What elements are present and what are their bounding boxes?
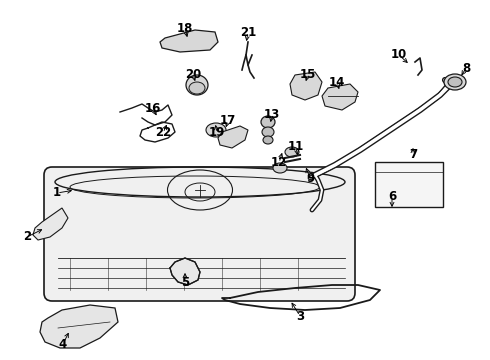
Text: 17: 17: [220, 114, 236, 127]
Text: 5: 5: [181, 276, 189, 289]
Text: 2: 2: [23, 230, 31, 243]
Polygon shape: [218, 126, 248, 148]
Text: 4: 4: [59, 338, 67, 351]
Text: 11: 11: [288, 140, 304, 153]
Ellipse shape: [189, 82, 205, 94]
Text: 16: 16: [145, 103, 161, 116]
FancyBboxPatch shape: [44, 167, 355, 301]
Text: 6: 6: [388, 190, 396, 203]
Polygon shape: [290, 72, 322, 100]
Text: 7: 7: [409, 148, 417, 162]
Ellipse shape: [448, 77, 462, 87]
Polygon shape: [33, 208, 68, 240]
Polygon shape: [160, 30, 218, 52]
Ellipse shape: [206, 123, 226, 137]
Polygon shape: [40, 305, 118, 348]
Ellipse shape: [263, 136, 273, 144]
Ellipse shape: [261, 116, 275, 128]
Text: 13: 13: [264, 108, 280, 122]
Polygon shape: [322, 84, 358, 110]
Text: 22: 22: [155, 126, 171, 139]
Ellipse shape: [186, 75, 208, 95]
Text: 3: 3: [296, 310, 304, 323]
Text: 10: 10: [391, 49, 407, 62]
Text: 18: 18: [177, 22, 193, 35]
Text: 19: 19: [209, 126, 225, 139]
Text: 21: 21: [240, 26, 256, 39]
Text: 1: 1: [53, 186, 61, 199]
Text: 20: 20: [185, 68, 201, 81]
Ellipse shape: [273, 163, 287, 173]
Text: 9: 9: [306, 171, 314, 184]
Text: 14: 14: [329, 76, 345, 89]
Ellipse shape: [262, 127, 274, 137]
Polygon shape: [170, 258, 200, 285]
FancyBboxPatch shape: [375, 162, 443, 207]
Ellipse shape: [285, 147, 299, 157]
Text: 8: 8: [462, 62, 470, 75]
Text: 15: 15: [300, 68, 316, 81]
Ellipse shape: [444, 74, 466, 90]
Text: 12: 12: [271, 157, 287, 170]
